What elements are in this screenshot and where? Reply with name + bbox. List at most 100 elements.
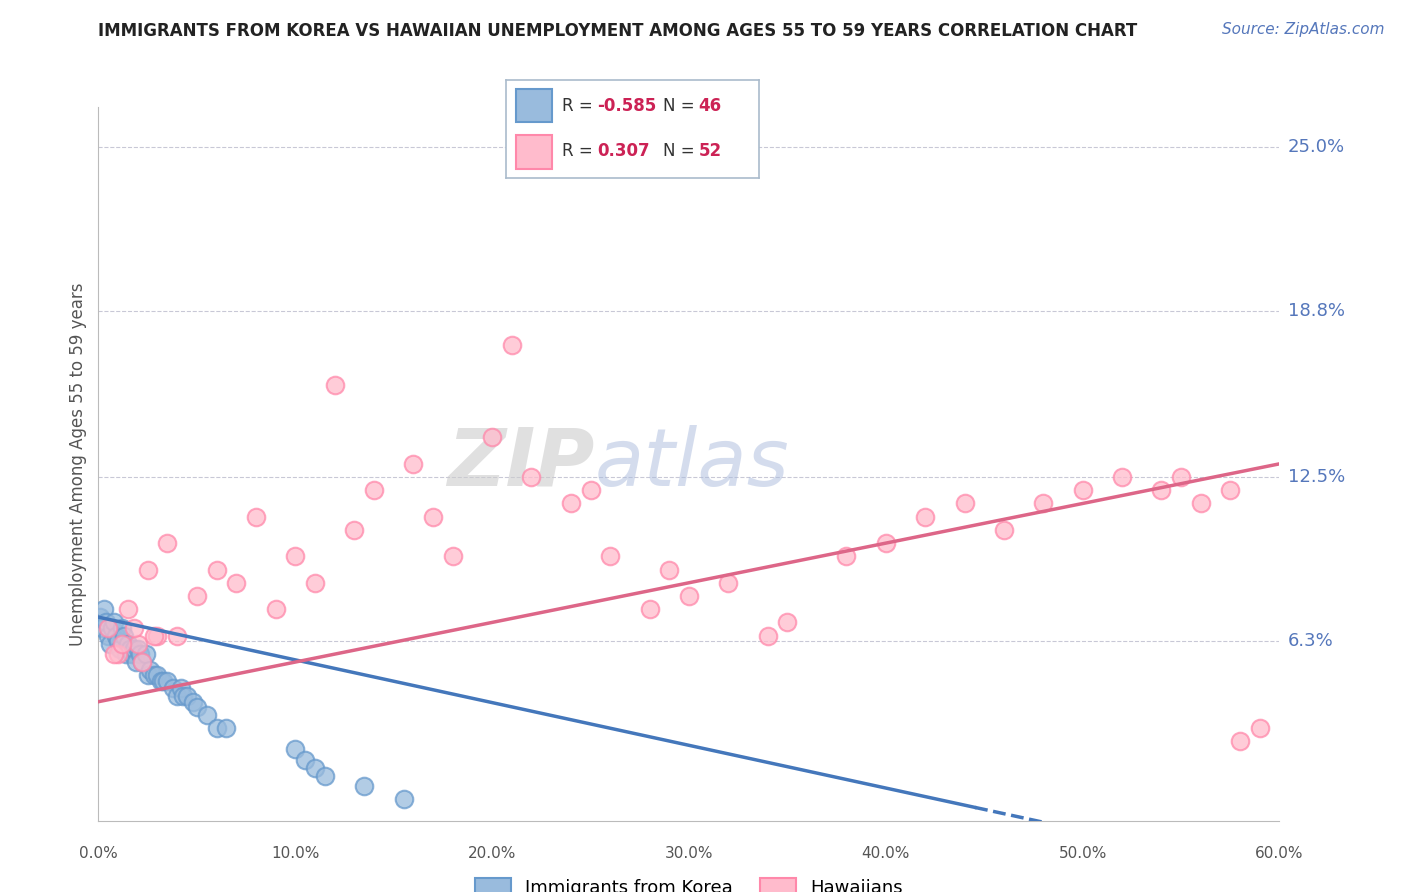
Point: [131, 655, 153, 669]
Text: N =: N =: [664, 142, 700, 160]
Point: [122, 621, 145, 635]
Point: [136, 668, 159, 682]
Point: [1189, 496, 1212, 510]
Point: [717, 575, 740, 590]
Point: [156, 536, 179, 550]
Text: R =: R =: [562, 97, 598, 115]
Point: [117, 636, 139, 650]
Point: [152, 673, 174, 688]
Text: Source: ZipAtlas.com: Source: ZipAtlas.com: [1222, 22, 1385, 37]
Point: [225, 575, 247, 590]
Point: [314, 769, 336, 783]
Point: [560, 496, 582, 510]
Text: 12.5%: 12.5%: [1288, 468, 1346, 486]
Text: 6.3%: 6.3%: [1288, 632, 1333, 650]
Text: ZIP: ZIP: [447, 425, 595, 503]
Point: [304, 575, 326, 590]
Point: [97, 629, 120, 643]
Text: 0.0%: 0.0%: [79, 846, 118, 861]
Point: [181, 695, 204, 709]
Point: [135, 647, 157, 661]
Point: [756, 629, 779, 643]
FancyBboxPatch shape: [516, 89, 551, 122]
Text: 25.0%: 25.0%: [1288, 137, 1346, 156]
Point: [112, 629, 135, 643]
Point: [441, 549, 464, 564]
Text: 18.8%: 18.8%: [1288, 301, 1344, 319]
Point: [835, 549, 858, 564]
Point: [111, 636, 134, 650]
Text: 40.0%: 40.0%: [862, 846, 910, 861]
Point: [402, 457, 425, 471]
Point: [103, 647, 125, 661]
Text: 30.0%: 30.0%: [665, 846, 713, 861]
Point: [107, 647, 129, 661]
Point: [146, 668, 169, 682]
Point: [1219, 483, 1241, 498]
Point: [186, 589, 208, 603]
Text: IMMIGRANTS FROM KOREA VS HAWAIIAN UNEMPLOYMENT AMONG AGES 55 TO 59 YEARS CORRELA: IMMIGRANTS FROM KOREA VS HAWAIIAN UNEMPL…: [98, 22, 1137, 40]
Text: -0.585: -0.585: [598, 97, 657, 115]
Point: [127, 641, 149, 656]
Point: [520, 470, 543, 484]
Point: [122, 641, 145, 656]
Y-axis label: Unemployment Among Ages 55 to 59 years: Unemployment Among Ages 55 to 59 years: [69, 282, 87, 646]
Point: [363, 483, 385, 498]
Point: [422, 509, 444, 524]
Legend: Immigrants from Korea, Hawaiians: Immigrants from Korea, Hawaiians: [467, 871, 911, 892]
Point: [658, 563, 681, 577]
Point: [150, 673, 173, 688]
Point: [115, 647, 138, 661]
Point: [156, 673, 179, 688]
Point: [953, 496, 976, 510]
Point: [96, 615, 118, 630]
Point: [118, 641, 141, 656]
Point: [172, 690, 194, 704]
Point: [166, 690, 188, 704]
Point: [108, 641, 131, 656]
Point: [284, 549, 307, 564]
Point: [1150, 483, 1173, 498]
Point: [105, 629, 128, 643]
Point: [1111, 470, 1133, 484]
Text: 60.0%: 60.0%: [1256, 846, 1303, 861]
FancyBboxPatch shape: [516, 136, 551, 169]
Point: [170, 681, 193, 696]
Point: [1229, 734, 1251, 748]
Point: [1071, 483, 1094, 498]
Text: 20.0%: 20.0%: [468, 846, 516, 861]
Point: [125, 655, 148, 669]
Text: 10.0%: 10.0%: [271, 846, 319, 861]
Text: 46: 46: [699, 97, 721, 115]
Point: [638, 602, 661, 616]
Point: [205, 563, 228, 577]
Point: [176, 690, 198, 704]
Text: 50.0%: 50.0%: [1059, 846, 1107, 861]
Point: [776, 615, 799, 630]
Point: [142, 629, 165, 643]
Point: [138, 663, 160, 677]
Point: [121, 647, 143, 661]
Text: 0.307: 0.307: [598, 142, 650, 160]
Point: [678, 589, 700, 603]
Point: [294, 753, 316, 767]
Text: atlas: atlas: [595, 425, 789, 503]
Point: [304, 761, 326, 775]
Point: [875, 536, 897, 550]
Point: [91, 621, 114, 635]
Point: [128, 647, 150, 661]
Point: [392, 792, 415, 806]
Point: [166, 629, 188, 643]
Point: [284, 742, 307, 756]
Point: [343, 523, 366, 537]
Point: [107, 634, 129, 648]
Point: [323, 377, 346, 392]
Text: N =: N =: [664, 97, 700, 115]
Point: [215, 721, 238, 735]
Point: [264, 602, 287, 616]
Point: [136, 563, 159, 577]
Point: [481, 430, 503, 444]
Point: [98, 636, 121, 650]
Point: [501, 338, 523, 352]
Point: [117, 602, 139, 616]
